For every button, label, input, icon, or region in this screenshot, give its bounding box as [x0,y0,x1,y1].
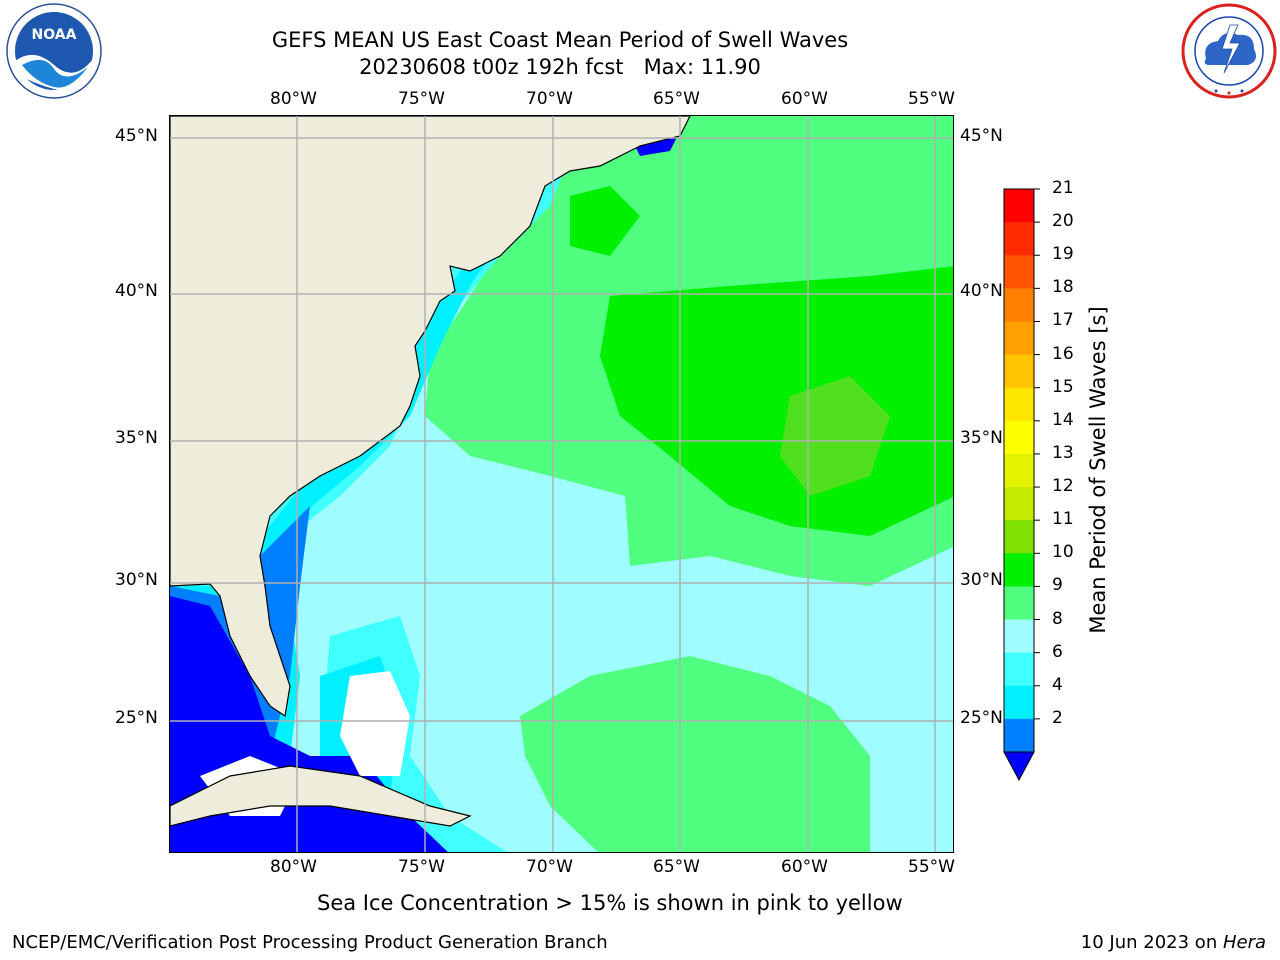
lat-tick-left-40n: 40°N [115,281,158,301]
colorbar-segment [1004,288,1034,322]
colorbar-tick-label: 20 [1052,211,1074,232]
lon-tick-top-65w: 65°W [653,89,700,109]
colorbar-tick-label: 16 [1052,343,1074,364]
colorbar-segment [1004,586,1034,621]
machine-name: Hera [1222,932,1266,953]
lat-tick-left-30n: 30°N [115,570,158,590]
colorbar-tick-label: 14 [1052,409,1074,430]
colorbar-segment [1004,520,1034,554]
colorbar-segment [1004,652,1034,687]
colorbar [1003,188,1040,782]
graticule [170,116,953,852]
lon-tick-bottom-65w: 65°W [653,857,700,877]
lon-tick-top-80w: 80°W [270,89,317,109]
colorbar-tick-label: 15 [1052,376,1074,397]
map-panel [169,115,954,853]
colorbar-tick-label: 19 [1052,244,1074,265]
colorbar-segment [1004,553,1034,587]
sea-ice-note: Sea Ice Concentration > 15% is shown in … [317,891,903,915]
lat-tick-right-25n: 25°N [960,708,1003,728]
lat-tick-right-30n: 30°N [960,570,1003,590]
colorbar-segment [1004,387,1034,422]
colorbar-tick-label: 18 [1052,277,1074,298]
colorbar-tick-label: 17 [1052,310,1074,331]
colorbar-tick-label: 6 [1052,641,1063,662]
colorbar-tick-label: 13 [1052,442,1074,463]
colorbar-tick-label: 21 [1052,178,1074,198]
colorbar-segment [1004,619,1034,654]
colorbar-segment [1004,321,1034,356]
lon-tick-bottom-70w: 70°W [526,857,573,877]
noaa-logo-icon: NOAA [6,3,102,99]
colorbar-extend-triangle [1003,751,1035,782]
colorbar-segment [1004,189,1034,223]
lat-tick-left-45n: 45°N [115,126,158,146]
lat-tick-left-35n: 35°N [115,428,158,448]
colorbar-tick-label: 11 [1052,509,1074,530]
lon-tick-bottom-80w: 80°W [270,857,317,877]
colorbar-segment [1004,222,1034,256]
colorbar-title: Mean Period of Swell Waves [s] [1086,306,1110,634]
lon-tick-bottom-55w: 55°W [908,857,955,877]
colorbar-segment [1004,453,1034,488]
noaa-logo-text: NOAA [32,27,77,43]
chart-title: GEFS MEAN US East Coast Mean Period of S… [271,28,849,52]
date-text: 10 Jun 2023 on [1080,932,1223,953]
generation-date: 10 Jun 2023 on Hera [1081,932,1266,953]
chart-subtitle: 20230608 t00z 192h fcst Max: 11.90 [359,55,761,79]
colorbar-tick-label: 9 [1052,575,1063,596]
credit-text: NCEP/EMC/Verification Post Processing Pr… [12,932,608,953]
colorbar-tick-label: 8 [1052,608,1063,629]
map-canvas [170,116,953,852]
lat-tick-right-40n: 40°N [960,281,1003,301]
lon-tick-top-60w: 60°W [781,89,828,109]
colorbar-segment [1004,354,1034,389]
colorbar-segment [1004,685,1034,720]
colorbar-segment [1004,718,1034,753]
lon-tick-bottom-75w: 75°W [398,857,445,877]
lat-tick-left-25n: 25°N [115,708,158,728]
colorbar-segment [1004,487,1034,521]
lat-tick-right-45n: 45°N [960,126,1003,146]
lon-tick-top-75w: 75°W [398,89,445,109]
colorbar-tick-label: 2 [1052,707,1063,728]
lat-tick-right-35n: 35°N [960,428,1003,448]
nws-logo-icon [1181,3,1277,99]
colorbar-tick-label: 10 [1052,542,1074,563]
colorbar-tick-label: 12 [1052,476,1074,497]
colorbar-segment [1004,255,1034,289]
lon-tick-top-70w: 70°W [526,89,573,109]
colorbar-tick-label: 4 [1052,674,1063,695]
colorbar-segment [1004,420,1034,455]
lon-tick-bottom-60w: 60°W [781,857,828,877]
lon-tick-top-55w: 55°W [908,89,955,109]
